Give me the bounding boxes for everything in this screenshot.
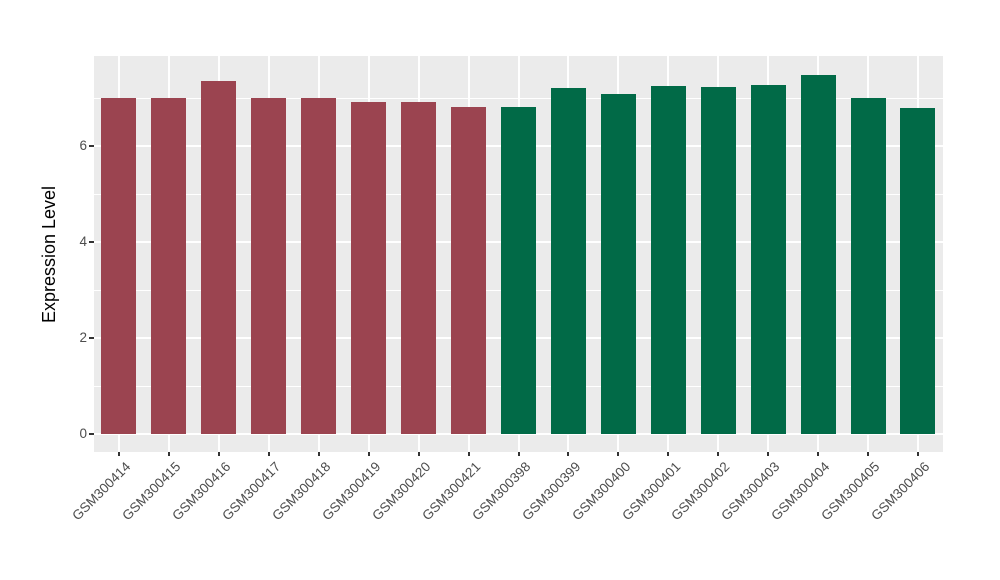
bar-GSM300415 — [151, 98, 187, 434]
bar-GSM300404 — [800, 75, 836, 434]
bar-slot-GSM300421 — [444, 56, 494, 452]
y-tick-label-2: 2 — [79, 330, 87, 345]
x-tick-mark-GSM300406 — [917, 452, 920, 456]
x-tick-mark-GSM300420 — [417, 452, 420, 456]
x-tick-mark-GSM300402 — [717, 452, 720, 456]
x-tick-mark-GSM300401 — [667, 452, 670, 456]
bar-slot-GSM300400 — [593, 56, 643, 452]
bar-GSM300419 — [351, 101, 387, 434]
bar-GSM300421 — [451, 106, 486, 434]
y-tick-label-0: 0 — [79, 426, 87, 441]
bar-slot-GSM300415 — [144, 56, 194, 452]
bar-GSM300417 — [251, 98, 287, 434]
y-axis-title: Expression Level — [39, 185, 60, 323]
x-tick-mark-GSM300398 — [517, 452, 520, 456]
bar-GSM300403 — [750, 85, 786, 434]
bars-layer — [94, 56, 943, 452]
x-tick-mark-GSM300416 — [217, 452, 220, 456]
x-tick-mark-GSM300419 — [367, 452, 370, 456]
y-tick-label-4: 4 — [79, 234, 87, 249]
x-tick-mark-GSM300415 — [167, 452, 170, 456]
bar-slot-GSM300406 — [893, 56, 943, 452]
y-tick-mark-6 — [89, 145, 94, 147]
bar-slot-GSM300419 — [344, 56, 394, 452]
bar-slot-GSM300399 — [543, 56, 593, 452]
x-tick-mark-GSM300405 — [867, 452, 870, 456]
x-tick-mark-GSM300403 — [767, 452, 770, 456]
bar-GSM300418 — [301, 98, 337, 434]
bar-GSM300416 — [201, 81, 237, 434]
bar-GSM300420 — [401, 101, 437, 434]
bar-slot-GSM300418 — [294, 56, 344, 452]
x-tick-mark-GSM300418 — [317, 452, 320, 456]
bar-GSM300414 — [101, 98, 137, 434]
x-tick-mark-GSM300421 — [467, 452, 470, 456]
y-tick-mark-2 — [89, 337, 94, 339]
bar-GSM300402 — [700, 86, 736, 434]
bar-slot-GSM300404 — [793, 56, 843, 452]
y-tick-mark-4 — [89, 241, 94, 243]
bar-slot-GSM300403 — [743, 56, 793, 452]
bar-slot-GSM300420 — [394, 56, 444, 452]
plot-panel — [94, 56, 943, 452]
bar-GSM300398 — [500, 106, 536, 434]
bar-slot-GSM300414 — [94, 56, 144, 452]
bar-GSM300401 — [650, 86, 686, 434]
bar-GSM300399 — [550, 88, 586, 434]
x-tick-mark-GSM300399 — [567, 452, 570, 456]
bar-slot-GSM300401 — [643, 56, 693, 452]
y-tick-label-6: 6 — [79, 138, 87, 153]
y-tick-mark-0 — [89, 433, 94, 435]
x-tick-mark-GSM300404 — [817, 452, 820, 456]
x-tick-mark-GSM300417 — [267, 452, 270, 456]
bar-slot-GSM300398 — [494, 56, 544, 452]
bar-slot-GSM300405 — [843, 56, 893, 452]
x-tick-mark-GSM300400 — [617, 452, 620, 456]
y-axis-title-box: Expression Level — [36, 56, 64, 452]
bar-slot-GSM300417 — [244, 56, 294, 452]
x-tick-mark-GSM300414 — [117, 452, 120, 456]
bar-GSM300406 — [900, 107, 936, 434]
bar-slot-GSM300402 — [693, 56, 743, 452]
bar-slot-GSM300416 — [194, 56, 244, 452]
bar-GSM300400 — [600, 94, 636, 434]
bar-GSM300405 — [850, 98, 886, 434]
